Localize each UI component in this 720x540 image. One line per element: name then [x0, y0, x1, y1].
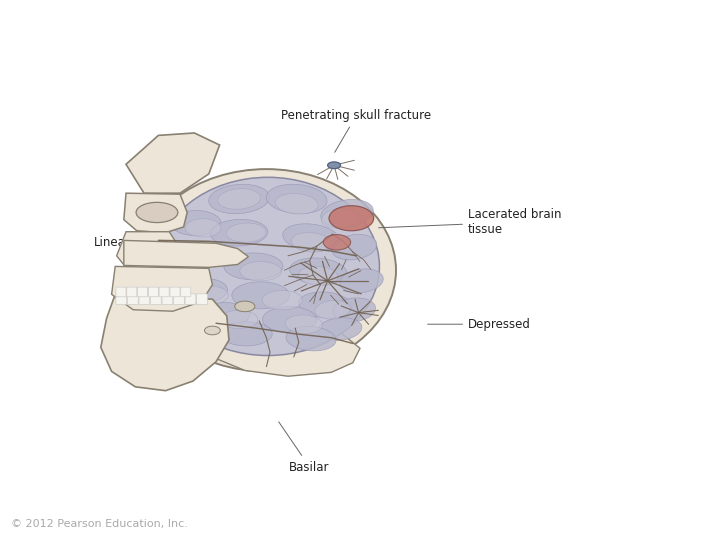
Ellipse shape [321, 199, 373, 227]
FancyBboxPatch shape [127, 287, 137, 297]
Polygon shape [101, 294, 229, 390]
Polygon shape [212, 321, 360, 376]
Ellipse shape [220, 310, 258, 328]
Polygon shape [126, 133, 220, 193]
FancyBboxPatch shape [174, 294, 184, 305]
Ellipse shape [185, 219, 221, 237]
Polygon shape [112, 266, 212, 311]
Ellipse shape [318, 318, 362, 340]
Ellipse shape [292, 233, 330, 252]
Polygon shape [202, 261, 288, 321]
Polygon shape [117, 232, 179, 274]
Ellipse shape [235, 301, 255, 312]
Ellipse shape [224, 253, 283, 280]
Text: Lacerated brain
tissue: Lacerated brain tissue [379, 208, 562, 236]
Ellipse shape [283, 224, 339, 251]
Ellipse shape [322, 208, 358, 228]
Text: Basilar: Basilar [279, 422, 330, 474]
Ellipse shape [329, 206, 374, 231]
Text: Types of Skull Fractures: Types of Skull Fractures [9, 15, 384, 43]
FancyBboxPatch shape [148, 287, 158, 297]
FancyBboxPatch shape [138, 287, 148, 297]
FancyBboxPatch shape [116, 287, 126, 297]
Text: © 2012 Pearson Education, Inc.: © 2012 Pearson Education, Inc. [11, 519, 188, 529]
Ellipse shape [286, 327, 336, 351]
Ellipse shape [178, 252, 214, 271]
FancyBboxPatch shape [170, 287, 180, 297]
Ellipse shape [136, 202, 178, 222]
Ellipse shape [323, 234, 351, 250]
Ellipse shape [299, 266, 338, 286]
FancyBboxPatch shape [139, 294, 150, 305]
FancyBboxPatch shape [116, 294, 127, 305]
FancyBboxPatch shape [127, 294, 138, 305]
Ellipse shape [164, 245, 213, 269]
Text: Comminuted: Comminuted [252, 269, 328, 284]
FancyBboxPatch shape [197, 294, 207, 305]
Ellipse shape [289, 258, 347, 285]
Text: Depressed: Depressed [428, 318, 531, 330]
Polygon shape [124, 240, 248, 267]
Ellipse shape [227, 223, 266, 242]
Ellipse shape [156, 177, 379, 355]
Ellipse shape [137, 169, 396, 372]
Ellipse shape [332, 234, 377, 260]
Ellipse shape [266, 184, 327, 214]
Ellipse shape [299, 292, 352, 318]
Ellipse shape [220, 322, 272, 346]
Ellipse shape [262, 307, 317, 332]
Ellipse shape [232, 282, 289, 309]
Ellipse shape [204, 326, 220, 335]
Ellipse shape [315, 300, 351, 319]
FancyBboxPatch shape [150, 294, 161, 305]
FancyBboxPatch shape [162, 294, 173, 305]
Ellipse shape [217, 188, 261, 209]
Ellipse shape [179, 279, 228, 302]
Ellipse shape [328, 162, 341, 168]
Polygon shape [124, 193, 187, 233]
FancyBboxPatch shape [185, 294, 196, 305]
Ellipse shape [171, 211, 221, 235]
FancyBboxPatch shape [159, 287, 169, 297]
Ellipse shape [340, 269, 383, 293]
Text: Linear: Linear [94, 236, 210, 249]
FancyBboxPatch shape [181, 287, 191, 297]
Polygon shape [212, 266, 288, 301]
Ellipse shape [275, 193, 318, 214]
Ellipse shape [333, 298, 375, 322]
Ellipse shape [285, 315, 323, 333]
Ellipse shape [210, 219, 268, 246]
Text: Penetrating skull fracture: Penetrating skull fracture [282, 109, 431, 152]
Ellipse shape [209, 184, 269, 214]
Ellipse shape [199, 302, 250, 327]
Ellipse shape [192, 286, 228, 305]
Ellipse shape [240, 261, 282, 281]
Ellipse shape [262, 291, 302, 310]
